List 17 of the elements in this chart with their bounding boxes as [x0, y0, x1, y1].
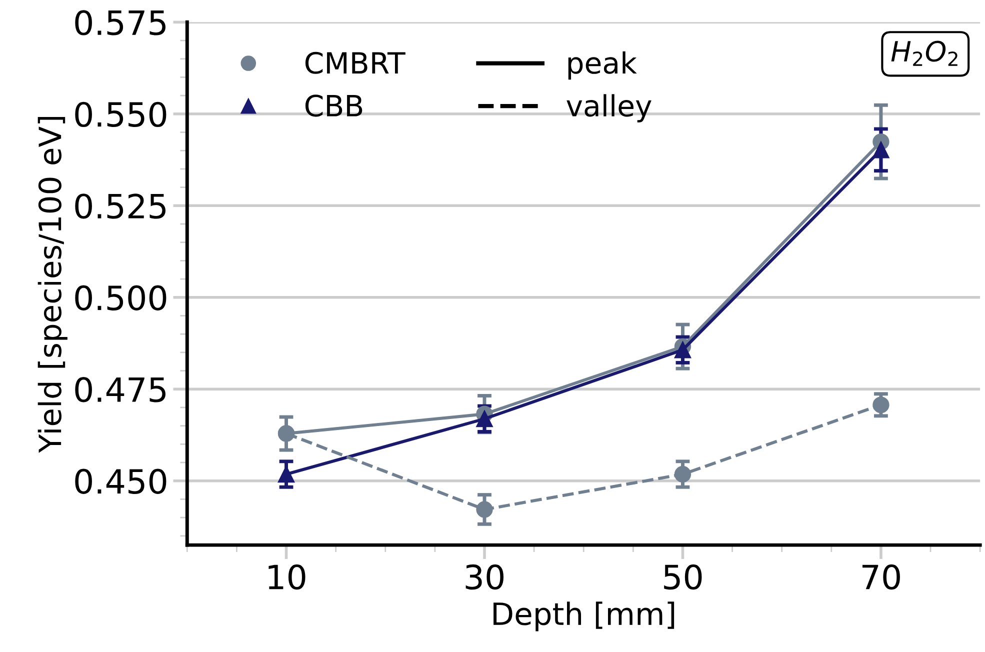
annotation: H$_{2}$O$_{2}$: [891, 40, 958, 66]
y-tick-label: 0.450: [75, 468, 166, 494]
y-tick-label: 0.550: [75, 102, 166, 128]
y-tick-label: 0.475: [75, 377, 166, 402]
y-tick-label: 0.525: [75, 194, 166, 219]
y-tick-label: 0.575: [75, 10, 166, 36]
legend-label: CBB: [305, 94, 362, 117]
y-axis-title: Yield [species/100 eV]: [38, 117, 68, 453]
x-tick-label: 30: [466, 564, 504, 590]
x-axis-title: Depth [mm]: [494, 602, 674, 632]
y-tick-label: 0.500: [75, 285, 166, 311]
annotation: peak: [568, 51, 637, 80]
x-tick-label: 70: [862, 564, 900, 590]
x-tick-label: 50: [664, 564, 702, 590]
legend-label: CMBRT: [305, 52, 406, 74]
x-tick-label: 10: [268, 564, 306, 590]
annotation: valley: [566, 94, 652, 122]
